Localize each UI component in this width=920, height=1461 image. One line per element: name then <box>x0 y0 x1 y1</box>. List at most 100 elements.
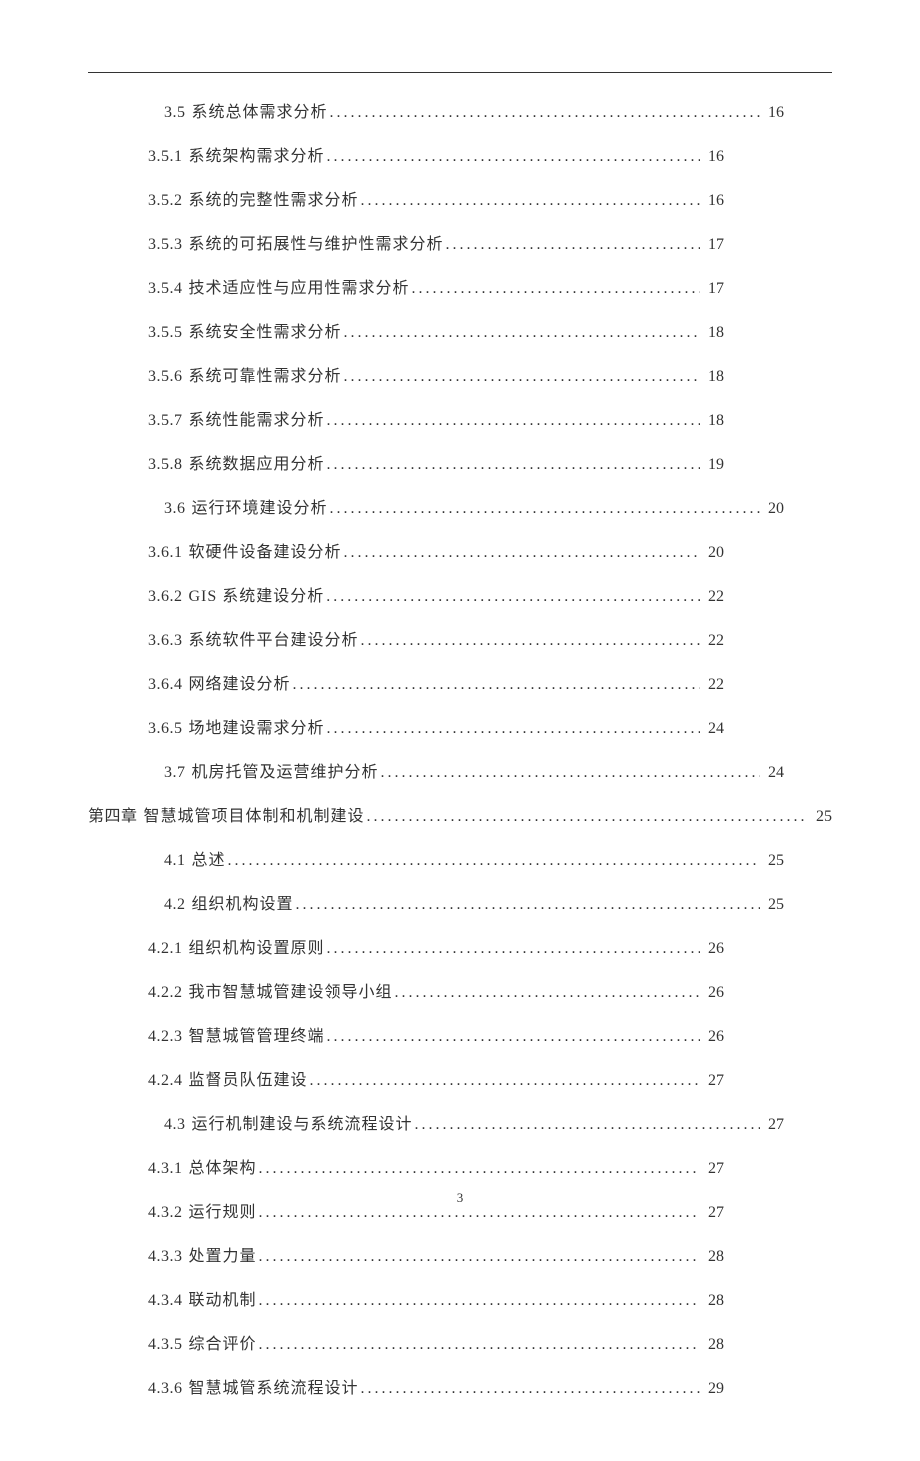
toc-entry-page: 26 <box>702 981 724 1005</box>
toc-leader-dots <box>296 893 760 917</box>
toc-entry: 4.3运行机制建设与系统流程设计27 <box>88 1113 832 1137</box>
toc-entry: 3.5.3系统的可拓展性与维护性需求分析17 <box>88 233 832 257</box>
toc-entry: 3.6.2GIS 系统建设分析 22 <box>88 585 832 609</box>
toc-entry: 4.3.3处置力量 28 <box>88 1245 832 1269</box>
toc-entry-title: 系统总体需求分析 <box>192 101 328 125</box>
toc-entry-page: 27 <box>762 1113 784 1137</box>
toc-entry-title: 智慧城管项目体制和机制建设 <box>144 805 365 829</box>
toc-entry-number: 3.5.2 <box>148 189 183 213</box>
toc-entry: 3.6.1软硬件设备建设分析20 <box>88 541 832 565</box>
toc-entry: 4.2.4监督员队伍建设 27 <box>88 1069 832 1093</box>
toc-entry: 4.2.3智慧城管管理终端26 <box>88 1025 832 1049</box>
toc-entry-title: 技术适应性与应用性需求分析 <box>189 277 410 301</box>
toc-entry: 3.6.4网络建设分析 22 <box>88 673 832 697</box>
toc-entry-title: GIS 系统建设分析 <box>189 585 325 609</box>
toc-entry-number: 3.5.6 <box>148 365 183 389</box>
toc-entry: 4.2.1组织机构设置原则26 <box>88 937 832 961</box>
toc-entry-page: 25 <box>762 893 784 917</box>
toc-entry-title: 我市智慧城管建设领导小组 <box>189 981 393 1005</box>
toc-entry-title: 组织机构设置原则 <box>189 937 325 961</box>
toc-leader-dots <box>327 937 700 961</box>
toc-entry-number: 3.6 <box>164 497 186 521</box>
toc-entry-title: 组织机构设置 <box>192 893 294 917</box>
toc-entry-page: 19 <box>702 453 724 477</box>
toc-entry-page: 22 <box>702 673 724 697</box>
toc-leader-dots <box>412 277 700 301</box>
toc-entry-title: 系统可靠性需求分析 <box>189 365 342 389</box>
toc-entry: 3.6 运行环境建设分析 20 <box>88 497 832 521</box>
toc-entry-title: 系统架构需求分析 <box>189 145 325 169</box>
toc-entry-page: 16 <box>702 145 724 169</box>
toc-entry-title: 系统软件平台建设分析 <box>189 629 359 653</box>
toc-entry-number: 4.3.4 <box>148 1289 183 1313</box>
toc-entry-number: 4.3.1 <box>148 1157 183 1181</box>
toc-entry-number: 4.3.5 <box>148 1333 183 1357</box>
toc-entry: 3.5.8系统数据应用分析19 <box>88 453 832 477</box>
toc-entry: 3.7机房托管及运营维护分析24 <box>88 761 832 785</box>
toc-leader-dots <box>446 233 700 257</box>
toc-leader-dots <box>415 1113 760 1137</box>
toc-entry-title: 系统安全性需求分析 <box>189 321 342 345</box>
toc-entry-number: 3.6.4 <box>148 673 183 697</box>
toc-entry-title: 系统性能需求分析 <box>189 409 325 433</box>
toc-leader-dots <box>330 101 760 125</box>
toc-entry-number: 第四章 <box>88 805 138 829</box>
toc-entry: 4.3.5综合评价28 <box>88 1333 832 1357</box>
toc-leader-dots <box>327 453 700 477</box>
toc-leader-dots <box>381 761 760 785</box>
toc-entry-page: 29 <box>702 1377 724 1401</box>
toc-entry-number: 4.2.3 <box>148 1025 183 1049</box>
toc-entry-page: 18 <box>702 365 724 389</box>
toc-leader-dots <box>327 409 700 433</box>
table-of-contents: 3.5系统总体需求分析163.5.1系统架构需求分析163.5.2系统的完整性需… <box>88 101 832 1401</box>
toc-leader-dots <box>361 189 700 213</box>
toc-leader-dots <box>259 1289 700 1313</box>
toc-entry-title: 监督员队伍建设 <box>189 1069 308 1093</box>
toc-entry-page: 27 <box>702 1069 724 1093</box>
toc-entry: 3.5.4技术适应性与应用性需求分析17 <box>88 277 832 301</box>
toc-entry-title: 场地建设需求分析 <box>189 717 325 741</box>
toc-leader-dots <box>259 1245 700 1269</box>
toc-entry-number: 3.6.2 <box>148 585 183 609</box>
toc-entry: 3.5.6系统可靠性需求分析 18 <box>88 365 832 389</box>
toc-leader-dots <box>361 629 700 653</box>
toc-entry: 4.3.1总体架构27 <box>88 1157 832 1181</box>
toc-entry-number: 3.5.7 <box>148 409 183 433</box>
toc-entry-page: 28 <box>702 1333 724 1357</box>
toc-entry-number: 3.6.5 <box>148 717 183 741</box>
toc-entry-page: 26 <box>702 937 724 961</box>
toc-entry-title: 运行机制建设与系统流程设计 <box>192 1113 413 1137</box>
toc-entry-page: 20 <box>702 541 724 565</box>
toc-entry-number: 4.1 <box>164 849 186 873</box>
toc-entry-title: 系统数据应用分析 <box>189 453 325 477</box>
toc-leader-dots <box>327 1025 700 1049</box>
toc-entry-page: 20 <box>762 497 784 521</box>
toc-entry: 3.5.5系统安全性需求分析18 <box>88 321 832 345</box>
toc-entry-title: 运行环境建设分析 <box>192 497 328 521</box>
toc-leader-dots <box>293 673 700 697</box>
toc-entry: 4.2.2我市智慧城管建设领导小组26 <box>88 981 832 1005</box>
toc-entry-title: 智慧城管系统流程设计 <box>189 1377 359 1401</box>
toc-entry-title: 网络建设分析 <box>189 673 291 697</box>
toc-entry: 3.5系统总体需求分析16 <box>88 101 832 125</box>
toc-leader-dots <box>259 1333 700 1357</box>
toc-entry-title: 系统的可拓展性与维护性需求分析 <box>189 233 444 257</box>
toc-entry: 4.2组织机构设置25 <box>88 893 832 917</box>
toc-entry: 第四章智慧城管项目体制和机制建设25 <box>88 805 832 829</box>
toc-leader-dots <box>259 1157 700 1181</box>
toc-entry-number: 3.6.3 <box>148 629 183 653</box>
toc-entry-page: 17 <box>702 233 724 257</box>
toc-leader-dots <box>367 805 808 829</box>
toc-entry-page: 27 <box>702 1157 724 1181</box>
toc-entry-number: 4.3.3 <box>148 1245 183 1269</box>
toc-entry-title: 处置力量 <box>189 1245 257 1269</box>
toc-entry-page: 28 <box>702 1245 724 1269</box>
toc-leader-dots <box>327 717 700 741</box>
toc-entry-page: 16 <box>762 101 784 125</box>
toc-entry-number: 4.2.4 <box>148 1069 183 1093</box>
toc-entry-page: 24 <box>702 717 724 741</box>
toc-leader-dots <box>327 145 700 169</box>
toc-entry: 3.5.7系统性能需求分析18 <box>88 409 832 433</box>
toc-entry-page: 16 <box>702 189 724 213</box>
toc-entry-page: 22 <box>702 585 724 609</box>
